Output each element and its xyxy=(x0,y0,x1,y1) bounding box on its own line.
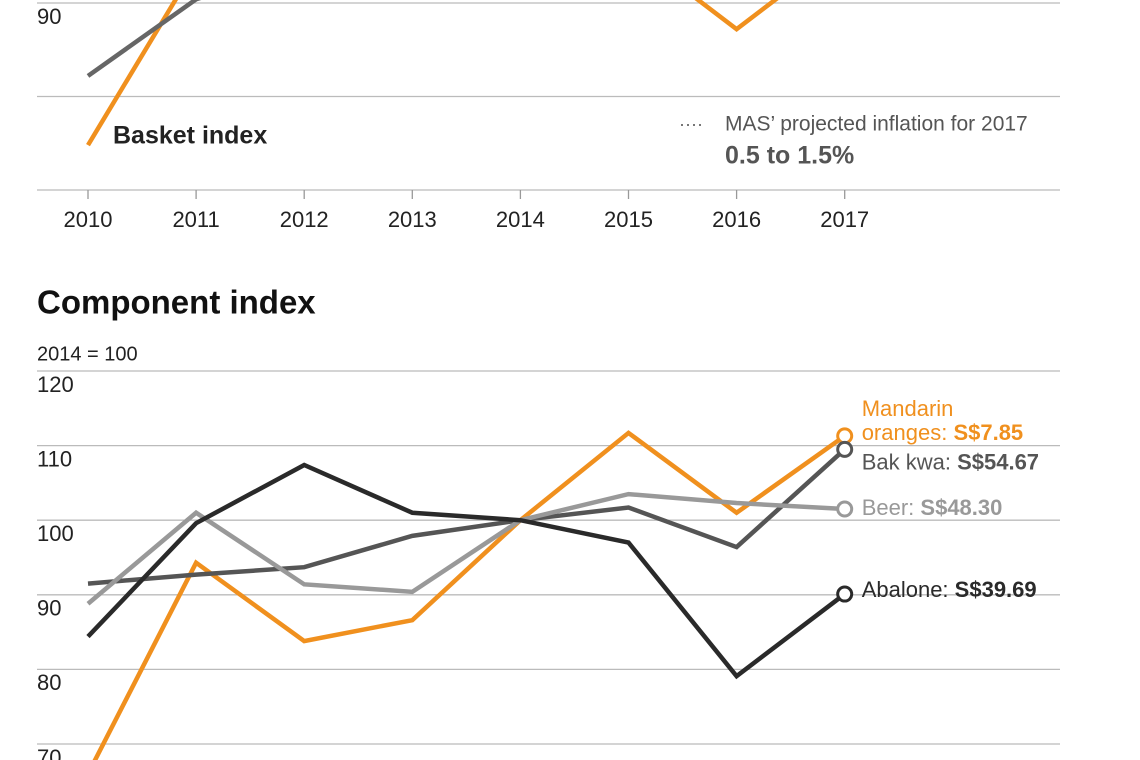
series-name: Abalone: xyxy=(862,577,949,602)
y-tick-label: 110 xyxy=(37,446,72,471)
y-tick-label: 90 xyxy=(37,4,61,29)
series-line xyxy=(87,447,847,586)
series-line xyxy=(86,491,845,606)
annotation: MAS’ projected inflation for 2017 xyxy=(725,113,1028,136)
end-marker xyxy=(836,440,854,458)
y-tick-label: 120 xyxy=(37,372,74,397)
series-price: S$7.85 xyxy=(953,420,1023,445)
x-tick-label: 2011 xyxy=(172,207,219,232)
x-tick-label: 2015 xyxy=(604,207,653,232)
series-label: Mandarin oranges: S$7.85 xyxy=(862,396,1023,445)
series-line xyxy=(86,0,779,147)
y-tick-label: 90 xyxy=(37,596,61,621)
series-line xyxy=(86,0,202,78)
x-tick-label: 2017 xyxy=(820,207,869,232)
series-line xyxy=(92,430,847,760)
series-price: S$48.30 xyxy=(920,495,1002,520)
series-name: Beer: xyxy=(862,495,915,520)
series-label: Abalone: S$39.69 xyxy=(862,577,1037,602)
end-marker xyxy=(836,427,854,445)
y-tick-label: 70 xyxy=(37,745,61,760)
series-line xyxy=(86,462,847,680)
annotation: 0.5 to 1.5% xyxy=(725,142,854,170)
series-name-line: oranges: xyxy=(862,420,948,445)
x-tick-label: 2014 xyxy=(496,207,545,232)
series-name: Mandarin oranges: xyxy=(862,396,954,445)
x-tick-label: 2013 xyxy=(388,207,437,232)
x-tick-label: 2016 xyxy=(712,207,761,232)
series-label: Beer: S$48.30 xyxy=(862,495,1003,520)
x-tick-label: 2012 xyxy=(280,207,329,232)
end-marker xyxy=(836,500,854,518)
x-tick-label: 2010 xyxy=(64,207,113,232)
y-tick-label: 100 xyxy=(37,521,74,546)
y-tick-label: 80 xyxy=(37,670,61,695)
series-name-line: Mandarin xyxy=(862,396,954,421)
series-price: S$39.69 xyxy=(955,577,1037,602)
chart-subtitle: 2014 = 100 xyxy=(37,343,138,365)
series-price: S$54.67 xyxy=(957,449,1039,474)
end-marker xyxy=(836,585,854,603)
series-label: Bak kwa: S$54.67 xyxy=(862,449,1039,474)
chart-title: Component index xyxy=(37,284,316,321)
series-label: Basket index xyxy=(113,122,267,150)
series-name: Bak kwa: xyxy=(862,449,951,474)
